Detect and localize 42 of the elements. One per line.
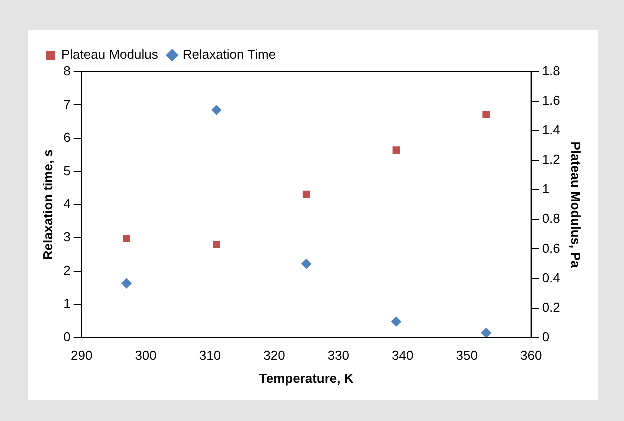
x-tick-label: 300	[135, 348, 157, 364]
y2-tick-label: 0.2	[542, 300, 560, 315]
y2-tick-label: 1.6	[542, 93, 560, 108]
point	[122, 278, 132, 289]
point	[481, 328, 492, 338]
point	[123, 235, 130, 243]
point	[212, 105, 222, 116]
y2-tick-label: 0.8	[542, 211, 560, 226]
y-axis-title: Relaxation time, s	[40, 150, 56, 260]
y-tick-label: 0	[64, 329, 71, 344]
y-tick-label: 1	[64, 296, 71, 312]
y-tick-label: 5	[64, 163, 71, 178]
point	[482, 111, 490, 119]
y-tick-label: 4	[64, 196, 71, 212]
x-tick-label: 330	[328, 348, 350, 364]
x-tick-label: 350	[456, 348, 478, 364]
y-tick-label: 3	[64, 230, 71, 245]
y2-tick-label: 0	[542, 329, 550, 344]
legend-label: Plateau Modulus	[62, 47, 159, 62]
x-tick-label: 340	[392, 348, 414, 364]
y2-axis-title: Plateau Modulus, Pa	[568, 142, 584, 269]
point	[213, 241, 220, 248]
y-tick-label: 2	[64, 262, 71, 278]
x-tick-label: 360	[520, 348, 542, 364]
y2-tick-label: 1.8	[542, 64, 560, 79]
point	[302, 190, 310, 198]
x-tick-label: 320	[264, 348, 286, 364]
x-axis-title: Temperature, K	[259, 370, 354, 386]
y2-tick-label: 1.4	[542, 122, 560, 138]
point	[302, 259, 312, 270]
point	[392, 146, 400, 154]
y2-tick-label: 0.4	[542, 270, 560, 286]
y-tick-label: 8	[64, 64, 71, 79]
y2-tick-label: 0.6	[542, 240, 560, 256]
x-tick-label: 310	[199, 348, 222, 364]
x-tick-label: 290	[70, 348, 93, 364]
y-tick-label: 6	[64, 130, 71, 146]
y2-tick-label: 1.2	[542, 152, 560, 168]
legend-label: Relaxation Time	[182, 47, 276, 62]
y-tick-label: 7	[64, 96, 71, 112]
y2-tick-label: 1	[542, 182, 550, 197]
point	[391, 316, 402, 327]
